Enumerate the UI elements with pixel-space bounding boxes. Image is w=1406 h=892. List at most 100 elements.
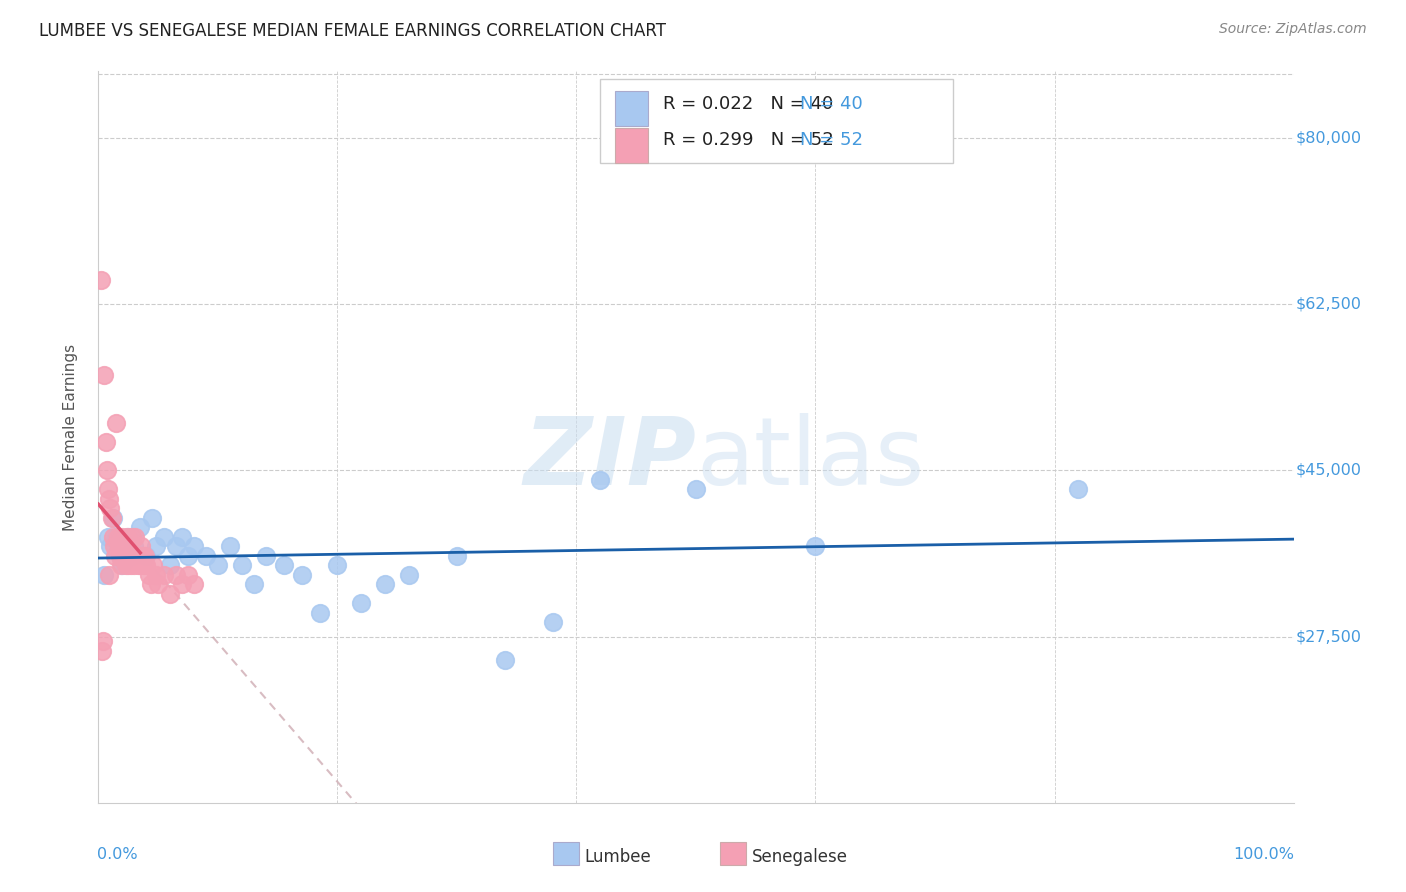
Point bbox=[254, 549, 277, 563]
Point bbox=[117, 558, 139, 573]
Point bbox=[172, 577, 194, 591]
Point bbox=[398, 567, 420, 582]
Point bbox=[98, 539, 122, 553]
Point bbox=[494, 653, 516, 667]
Text: atlas: atlas bbox=[696, 413, 924, 505]
Point bbox=[350, 596, 373, 610]
Text: $45,000: $45,000 bbox=[1296, 463, 1362, 478]
Point bbox=[177, 549, 200, 563]
Point bbox=[129, 520, 152, 534]
Point bbox=[141, 511, 163, 525]
Point bbox=[121, 549, 143, 563]
Point bbox=[98, 491, 121, 506]
Point bbox=[145, 539, 167, 553]
Point bbox=[131, 539, 153, 553]
Text: $80,000: $80,000 bbox=[1296, 130, 1362, 145]
Point bbox=[177, 567, 200, 582]
Point bbox=[231, 558, 253, 573]
Point bbox=[207, 558, 229, 573]
Point bbox=[195, 549, 218, 563]
Text: Senegalese: Senegalese bbox=[752, 848, 848, 866]
Point bbox=[122, 549, 145, 563]
Point bbox=[219, 539, 242, 553]
Text: N = 40: N = 40 bbox=[800, 95, 863, 112]
Point bbox=[124, 558, 146, 573]
Point bbox=[135, 549, 157, 563]
Point bbox=[103, 539, 125, 553]
Bar bbox=[614, 128, 648, 163]
Text: $62,500: $62,500 bbox=[1296, 297, 1362, 311]
Point bbox=[97, 530, 120, 544]
Point bbox=[120, 558, 142, 573]
Point bbox=[165, 567, 187, 582]
Point bbox=[97, 483, 120, 497]
Text: Lumbee: Lumbee bbox=[585, 848, 651, 866]
Text: ZIP: ZIP bbox=[523, 413, 696, 505]
Text: $27,500: $27,500 bbox=[1296, 629, 1362, 644]
Point bbox=[111, 558, 134, 573]
Point bbox=[90, 273, 112, 287]
Point bbox=[115, 530, 138, 544]
Point bbox=[110, 558, 132, 573]
Point bbox=[115, 558, 138, 573]
Point bbox=[138, 567, 160, 582]
Point bbox=[121, 530, 143, 544]
Point bbox=[183, 539, 205, 553]
Point bbox=[308, 606, 330, 620]
Point bbox=[139, 577, 162, 591]
Point bbox=[273, 558, 295, 573]
Point bbox=[131, 549, 153, 563]
Point bbox=[291, 567, 314, 582]
Point bbox=[135, 558, 157, 573]
Bar bbox=[553, 841, 579, 865]
Point bbox=[446, 549, 468, 563]
Text: R = 0.299   N = 52: R = 0.299 N = 52 bbox=[662, 131, 834, 149]
Y-axis label: Median Female Earnings: Median Female Earnings bbox=[63, 343, 77, 531]
Point bbox=[243, 577, 266, 591]
Point bbox=[94, 434, 117, 449]
Point bbox=[172, 530, 194, 544]
Point bbox=[1067, 483, 1090, 497]
Point bbox=[128, 549, 150, 563]
Point bbox=[105, 530, 128, 544]
Point bbox=[134, 549, 156, 563]
Point bbox=[117, 530, 139, 544]
Point bbox=[100, 511, 122, 525]
Point bbox=[125, 549, 148, 563]
Point bbox=[114, 549, 136, 563]
Point bbox=[685, 483, 707, 497]
Point bbox=[145, 567, 167, 582]
Point bbox=[118, 549, 141, 563]
Point bbox=[589, 473, 612, 487]
Bar bbox=[600, 78, 953, 163]
Point bbox=[326, 558, 349, 573]
Point bbox=[127, 558, 149, 573]
Point bbox=[142, 558, 165, 573]
Point bbox=[98, 501, 122, 516]
Point bbox=[129, 558, 152, 573]
Text: N = 52: N = 52 bbox=[800, 131, 863, 149]
Point bbox=[107, 530, 129, 544]
Point bbox=[112, 539, 135, 553]
Point bbox=[804, 539, 827, 553]
Text: R = 0.022   N = 40: R = 0.022 N = 40 bbox=[662, 95, 832, 112]
Point bbox=[159, 587, 181, 601]
Point bbox=[153, 530, 176, 544]
Point bbox=[165, 539, 187, 553]
Point bbox=[374, 577, 396, 591]
Point bbox=[91, 644, 114, 658]
Point bbox=[541, 615, 564, 630]
Bar bbox=[720, 841, 747, 865]
Point bbox=[98, 567, 121, 582]
Point bbox=[148, 577, 170, 591]
Text: Source: ZipAtlas.com: Source: ZipAtlas.com bbox=[1219, 22, 1367, 37]
Point bbox=[108, 549, 131, 563]
Point bbox=[105, 416, 128, 430]
Text: LUMBEE VS SENEGALESE MEDIAN FEMALE EARNINGS CORRELATION CHART: LUMBEE VS SENEGALESE MEDIAN FEMALE EARNI… bbox=[39, 22, 666, 40]
Point bbox=[104, 549, 127, 563]
Point bbox=[124, 539, 146, 553]
Point bbox=[96, 463, 118, 477]
Text: 100.0%: 100.0% bbox=[1233, 847, 1295, 862]
Point bbox=[183, 577, 205, 591]
Point bbox=[159, 558, 181, 573]
